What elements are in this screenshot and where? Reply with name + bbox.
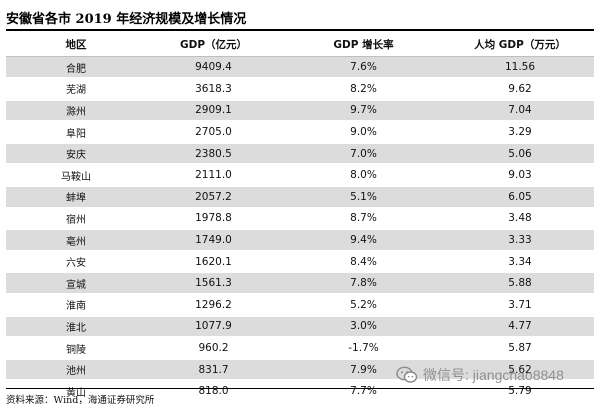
cell-gdp-per-capita: 3.34 — [446, 250, 594, 274]
cell-gdp: 1978.8 — [146, 207, 281, 231]
cell-region: 蚌埠 — [6, 186, 146, 209]
cell-region: 亳州 — [6, 229, 146, 252]
table-row: 合肥 9409.4 7.6% 11.56 — [6, 56, 594, 80]
cell-region: 铜陵 — [6, 337, 146, 360]
cell-gdp-per-capita: 5.06 — [446, 142, 594, 166]
page-title: 安徽省各市 2019 年经济规模及增长情况 — [6, 12, 247, 27]
cell-gdp: 818.0 — [146, 380, 281, 403]
cell-gdp: 1620.1 — [146, 250, 281, 274]
cell-region: 芜湖 — [6, 78, 146, 101]
cell-gdp-growth: 3.0% — [281, 315, 446, 339]
cell-gdp-per-capita: 9.62 — [446, 78, 594, 101]
top-rule — [6, 29, 594, 31]
cell-gdp-growth: 9.7% — [281, 99, 446, 123]
header-region: 地区 — [6, 32, 146, 57]
cell-region: 滁州 — [6, 99, 146, 123]
cell-gdp-growth: 5.2% — [281, 294, 446, 317]
cell-gdp-growth: 9.0% — [281, 121, 446, 144]
header-gdp-per-capita: 人均 GDP（万元） — [446, 32, 594, 57]
cell-gdp: 2909.1 — [146, 99, 281, 123]
table-row: 亳州 1749.0 9.4% 3.33 — [6, 229, 594, 252]
cell-gdp-growth: 5.1% — [281, 186, 446, 209]
cell-gdp: 960.2 — [146, 337, 281, 360]
cell-region: 池州 — [6, 358, 146, 382]
table-row: 六安 1620.1 8.4% 3.34 — [6, 250, 594, 274]
table-row: 淮北 1077.9 3.0% 4.77 — [6, 315, 594, 339]
gdp-table: 地区 GDP（亿元） GDP 增长率 人均 GDP（万元） 合肥 9409.4 7.… — [6, 32, 594, 403]
table-header-row: 地区 GDP（亿元） GDP 增长率 人均 GDP（万元） — [6, 32, 594, 57]
bottom-rule — [6, 388, 594, 389]
cell-gdp-growth: 8.4% — [281, 250, 446, 274]
cell-gdp-growth: 8.2% — [281, 78, 446, 101]
cell-gdp: 2111.0 — [146, 164, 281, 188]
cell-gdp-per-capita: 3.71 — [446, 294, 594, 317]
cell-gdp-growth: 7.8% — [281, 272, 446, 296]
table-row: 芜湖 3618.3 8.2% 9.62 — [6, 78, 594, 101]
cell-gdp-per-capita: 6.05 — [446, 186, 594, 209]
cell-gdp-per-capita: 5.62 — [446, 358, 594, 382]
cell-gdp-growth: -1.7% — [281, 337, 446, 360]
cell-gdp-per-capita: 9.03 — [446, 164, 594, 188]
cell-gdp-growth: 9.4% — [281, 229, 446, 252]
cell-region: 马鞍山 — [6, 164, 146, 188]
cell-region: 安庆 — [6, 142, 146, 166]
cell-region: 淮北 — [6, 315, 146, 339]
cell-gdp: 1296.2 — [146, 294, 281, 317]
cell-gdp-growth: 7.0% — [281, 142, 446, 166]
cell-region: 阜阳 — [6, 121, 146, 144]
watermark-text: 微信号: jiangchao8848 — [423, 367, 564, 383]
cell-gdp-per-capita: 11.56 — [446, 56, 594, 80]
header-gdp-growth: GDP 增长率 — [281, 32, 446, 57]
cell-region: 淮南 — [6, 294, 146, 317]
cell-gdp: 1561.3 — [146, 272, 281, 296]
cell-gdp: 1077.9 — [146, 315, 281, 339]
cell-gdp-per-capita: 5.88 — [446, 272, 594, 296]
cell-region: 黄山 — [6, 380, 146, 403]
table-row: 安庆 2380.5 7.0% 5.06 — [6, 142, 594, 166]
table-row: 滁州 2909.1 9.7% 7.04 — [6, 99, 594, 123]
table-row: 黄山 818.0 7.7% 5.79 — [6, 380, 594, 403]
table-row: 蚌埠 2057.2 5.1% 6.05 — [6, 186, 594, 209]
cell-gdp-growth: 7.6% — [281, 56, 446, 80]
cell-region: 六安 — [6, 250, 146, 274]
cell-gdp-per-capita: 3.48 — [446, 207, 594, 231]
cell-gdp: 831.7 — [146, 358, 281, 382]
header-gdp: GDP（亿元） — [146, 32, 281, 57]
cell-gdp-per-capita: 3.33 — [446, 229, 594, 252]
table-row: 马鞍山 2111.0 8.0% 9.03 — [6, 164, 594, 188]
cell-gdp: 3618.3 — [146, 78, 281, 101]
cell-gdp: 2705.0 — [146, 121, 281, 144]
cell-gdp: 1749.0 — [146, 229, 281, 252]
table-body: 合肥 9409.4 7.6% 11.56 芜湖 3618.3 8.2% 9.62 滁州 2909.… — [6, 56, 594, 403]
cell-region: 合肥 — [6, 56, 146, 80]
source-note: 资料来源：Wind，海通证券研究所 — [6, 395, 155, 406]
table-row: 阜阳 2705.0 9.0% 3.29 — [6, 121, 594, 144]
cell-gdp-growth: 8.0% — [281, 164, 446, 188]
table-row: 宿州 1978.8 8.7% 3.48 — [6, 207, 594, 231]
watermark: 微信号: jiangchao8848 — [396, 365, 564, 385]
cell-region: 宣城 — [6, 272, 146, 296]
table-row: 铜陵 960.2 -1.7% 5.87 — [6, 337, 594, 360]
cell-gdp-growth: 8.7% — [281, 207, 446, 231]
cell-gdp-per-capita: 5.87 — [446, 337, 594, 360]
cell-gdp-per-capita: 4.77 — [446, 315, 594, 339]
table-row: 宣城 1561.3 7.8% 5.88 — [6, 272, 594, 296]
table-row: 淮南 1296.2 5.2% 3.71 — [6, 294, 594, 317]
cell-gdp: 2057.2 — [146, 186, 281, 209]
cell-gdp: 2380.5 — [146, 142, 281, 166]
cell-gdp-per-capita: 3.29 — [446, 121, 594, 144]
cell-gdp-per-capita: 7.04 — [446, 99, 594, 123]
wechat-icon — [396, 366, 418, 383]
cell-gdp: 9409.4 — [146, 56, 281, 80]
cell-region: 宿州 — [6, 207, 146, 231]
